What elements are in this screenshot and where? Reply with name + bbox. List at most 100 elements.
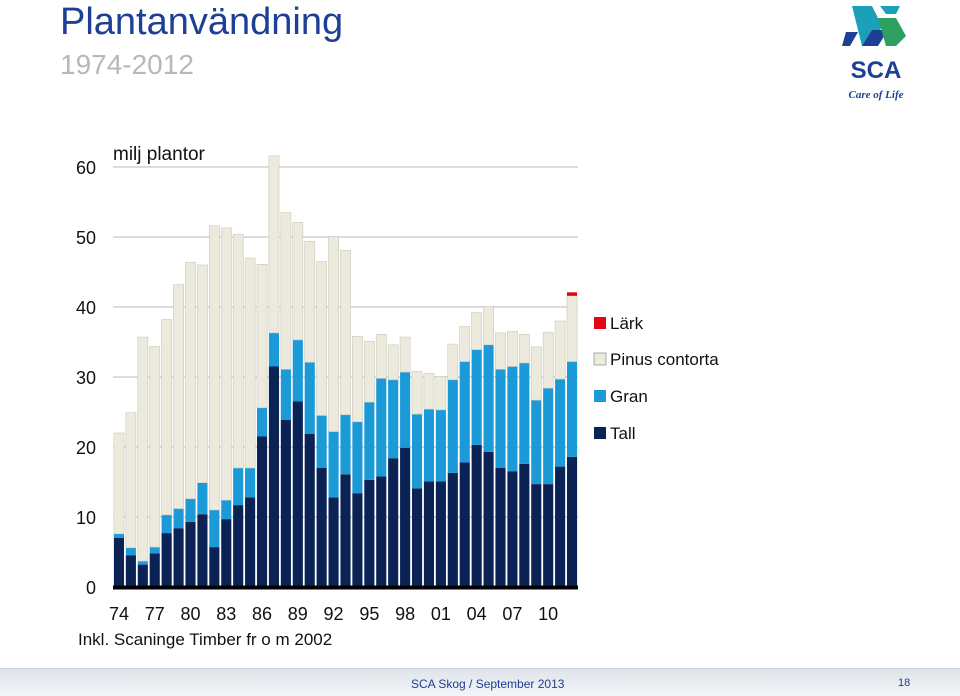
- bar-segment-gran-1983: [221, 500, 232, 520]
- bar-segment-tall-2000: [423, 481, 435, 587]
- bar-segment-gran-1997: [388, 379, 399, 459]
- bar-segment-tall-1981: [197, 514, 208, 587]
- bar-segment-tall-1997: [388, 458, 399, 587]
- bar-segment-gran-1988: [280, 369, 291, 420]
- legend-swatch-pinus-contorta: [593, 352, 607, 366]
- legend-label: Lärk: [610, 314, 644, 333]
- bar-segment-tall-1987: [268, 366, 280, 587]
- bar-segment-tall-1975: [125, 555, 136, 587]
- bar-segment-gran-1990: [304, 362, 315, 434]
- bar-segment-tall-2006: [495, 468, 506, 587]
- bar-segment-pinus-contorta-2002: [447, 343, 459, 381]
- bar-segment-tall-2009: [531, 484, 542, 587]
- bar-segment-lärk-2012: [566, 292, 578, 296]
- bar-segment-tall-2010: [543, 484, 554, 587]
- bar-segment-pinus-contorta-1981: [197, 264, 208, 483]
- bar-segment-gran-2010: [543, 388, 554, 485]
- footer-bar: [0, 668, 960, 696]
- x-tick-label: 01: [431, 604, 451, 624]
- footer-text: SCA Skog / September 2013: [411, 677, 565, 691]
- y-tick-label: 40: [76, 298, 96, 318]
- bar-segment-gran-1995: [364, 402, 375, 480]
- bar-segment-pinus-contorta-1979: [173, 284, 184, 509]
- legend: Lärk Pinus contorta Gran Tall: [593, 314, 719, 443]
- bar-segment-gran-1977: [149, 547, 160, 554]
- bar-segment-pinus-contorta-1985: [244, 257, 256, 469]
- bar-segment-gran-1985: [245, 468, 256, 498]
- bar-segment-pinus-contorta-1974: [113, 432, 125, 535]
- bar-segment-gran-1996: [376, 378, 387, 477]
- bar-segment-tall-1979: [173, 528, 184, 587]
- x-tick-label: 86: [252, 604, 272, 624]
- bar-segment-pinus-contorta-1977: [149, 345, 161, 548]
- bar-segment-gran-2005: [483, 344, 494, 452]
- bar-segment-tall-1983: [221, 519, 232, 587]
- bar-segment-tall-1995: [364, 479, 375, 587]
- bar-segment-tall-2011: [555, 466, 566, 587]
- bar-segment-tall-1996: [376, 476, 387, 587]
- slide-title: Plantanvändning: [60, 1, 344, 43]
- bar-segment-gran-2007: [507, 366, 518, 472]
- bar-layer: [113, 155, 578, 587]
- bar-segment-pinus-contorta-1975: [125, 412, 137, 549]
- bar-segment-gran-1994: [352, 421, 363, 494]
- bar-segment-tall-1992: [328, 497, 339, 587]
- y-tick-label: 10: [76, 508, 96, 528]
- bar-segment-gran-1981: [197, 482, 208, 515]
- x-tick-label: 77: [145, 604, 165, 624]
- bar-segment-pinus-contorta-1984: [232, 233, 244, 469]
- x-tick-label: 98: [395, 604, 415, 624]
- x-tick-label: 92: [324, 604, 344, 624]
- legend-label: Pinus contorta: [610, 350, 719, 369]
- bar-segment-gran-1979: [173, 508, 184, 529]
- bar-segment-gran-2011: [555, 379, 566, 467]
- bar-segment-gran-1991: [316, 415, 327, 468]
- bar-segment-gran-2003: [459, 361, 470, 463]
- bar-segment-tall-1990: [304, 433, 315, 587]
- y-axis-label: milj plantor: [113, 144, 206, 165]
- y-tick-label: 0: [86, 578, 96, 598]
- bar-segment-pinus-contorta-1993: [340, 250, 351, 416]
- bar-segment-gran-1980: [185, 498, 196, 522]
- bar-segment-tall-1999: [411, 488, 423, 587]
- bar-segment-tall-2012: [566, 456, 578, 587]
- bar-segment-pinus-contorta-1998: [399, 336, 411, 373]
- logo-tagline: Care of Life: [849, 89, 904, 101]
- x-tick-label: 07: [502, 604, 522, 624]
- bar-segment-pinus-contorta-2001: [435, 375, 447, 411]
- bar-segment-pinus-contorta-1994: [352, 336, 363, 423]
- bar-segment-pinus-contorta-1989: [292, 222, 304, 341]
- legend-swatch-gran: [594, 390, 606, 402]
- y-tick-label: 20: [76, 438, 96, 458]
- bar-segment-gran-2012: [566, 361, 578, 457]
- bar-segment-pinus-contorta-1990: [304, 240, 316, 363]
- bar-segment-tall-2008: [519, 463, 530, 587]
- legend-label: Gran: [610, 387, 648, 406]
- bar-segment-pinus-contorta-2010: [542, 331, 554, 389]
- bar-segment-pinus-contorta-1997: [387, 344, 399, 381]
- bar-segment-pinus-contorta-1982: [208, 225, 220, 511]
- bar-segment-pinus-contorta-1996: [375, 333, 387, 379]
- bar-segment-pinus-contorta-1983: [220, 227, 232, 501]
- sca-logo: SCA Care of Life: [842, 6, 906, 101]
- bar-segment-tall-1986: [256, 436, 268, 587]
- bar-segment-pinus-contorta-1976: [137, 336, 149, 562]
- bar-segment-tall-1993: [340, 474, 351, 587]
- bar-segment-pinus-contorta-2003: [459, 326, 471, 362]
- bar-segment-tall-1991: [316, 468, 327, 587]
- bar-segment-tall-1976: [137, 564, 148, 587]
- bar-segment-tall-1988: [280, 419, 291, 587]
- bar-segment-tall-1989: [292, 401, 303, 587]
- bar-segment-tall-1982: [209, 547, 220, 587]
- bar-segment-tall-1974: [113, 538, 125, 587]
- page-number: 18: [898, 677, 911, 689]
- bar-segment-gran-1989: [292, 339, 303, 402]
- bar-segment-gran-2009: [531, 400, 542, 485]
- logo-text: SCA: [851, 57, 902, 84]
- bar-segment-tall-1977: [149, 553, 160, 587]
- y-tick-label: 50: [76, 228, 96, 248]
- bar-segment-gran-2002: [447, 379, 458, 473]
- bar-segment-pinus-contorta-2000: [423, 373, 435, 410]
